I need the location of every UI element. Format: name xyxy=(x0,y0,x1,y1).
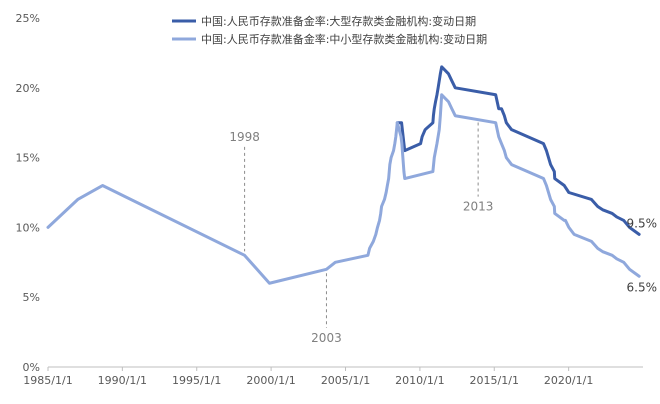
y-tick-label: 20% xyxy=(16,82,40,95)
annotation-label: 1998 xyxy=(229,130,260,144)
y-tick-label: 0% xyxy=(23,361,40,374)
annotation-label: 2003 xyxy=(311,331,342,345)
series-line-1 xyxy=(46,93,641,285)
legend: 中国:人民币存款准备金率:大型存款类金融机构:变动日期中国:人民币存款准备金率:… xyxy=(172,14,487,46)
annotations: 1998 2003 2013 xyxy=(229,122,494,345)
x-tick-label: 1990/1/1 xyxy=(98,374,147,387)
x-tick-label: 1995/1/1 xyxy=(172,374,221,387)
series-line-0 xyxy=(395,65,641,236)
x-tick-label: 2020/1/1 xyxy=(544,374,593,387)
y-tick-label: 10% xyxy=(16,221,40,234)
x-tick-label: 1985/1/1 xyxy=(23,374,72,387)
series-lines xyxy=(46,65,641,285)
annotation-label: 2013 xyxy=(463,200,494,214)
x-tick-label: 2015/1/1 xyxy=(470,374,519,387)
x-axis: 1985/1/1 1990/1/1 1995/1/1 2000/1/1 2005/1/1… xyxy=(23,366,643,387)
end-labels: 9.5% 6.5% xyxy=(627,216,658,294)
x-tick-label: 2000/1/1 xyxy=(246,374,295,387)
y-tick-label: 5% xyxy=(23,291,40,304)
legend-label: 中国:人民币存款准备金率:中小型存款类金融机构:变动日期 xyxy=(201,32,487,46)
end-value-label: 6.5% xyxy=(627,280,658,294)
x-tick-label: 2010/1/1 xyxy=(395,374,444,387)
y-tick-label: 15% xyxy=(16,152,40,165)
y-tick-label: 25% xyxy=(16,12,40,25)
legend-label: 中国:人民币存款准备金率:大型存款类金融机构:变动日期 xyxy=(201,14,476,28)
y-axis: 0% 5% 10% 15% 20% 25% xyxy=(16,12,40,374)
end-value-label: 9.5% xyxy=(627,216,658,230)
x-tick-label: 2005/1/1 xyxy=(321,374,370,387)
